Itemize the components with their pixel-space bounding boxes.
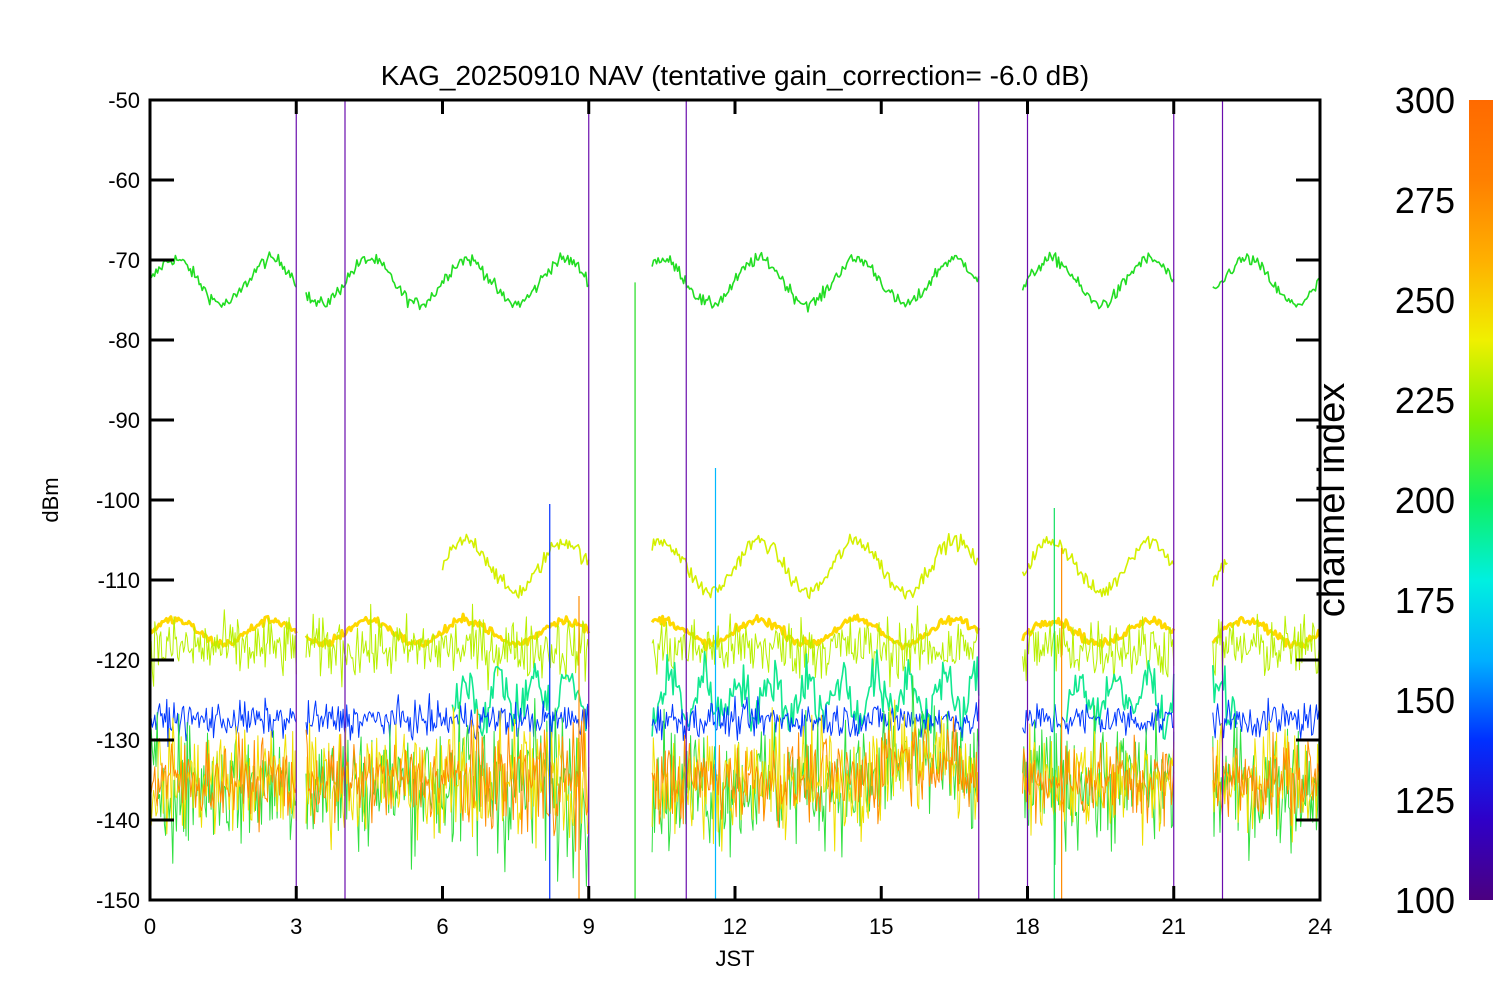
series-strong-nav-signal	[150, 251, 1320, 313]
series-segment	[651, 649, 980, 742]
series-segment	[1212, 558, 1228, 587]
series-segment	[651, 532, 980, 600]
series-segment	[305, 693, 590, 741]
series-segment	[1065, 659, 1175, 740]
series-segment	[150, 732, 297, 833]
y-tick-label: -80	[108, 328, 140, 353]
y-tick-label: -110	[98, 568, 140, 593]
series-segment	[305, 707, 590, 851]
series-segment	[451, 662, 590, 740]
x-tick-label: 0	[144, 914, 156, 939]
series-segment	[651, 695, 980, 745]
x-axis-label: JST	[715, 946, 754, 971]
series-segment	[304, 612, 591, 649]
x-tick-label: 18	[1015, 914, 1039, 939]
series-segment	[150, 717, 297, 835]
colorbar-tick-label: 225	[1395, 380, 1455, 421]
y-tick-label: -150	[96, 888, 140, 913]
colorbar-tick-label: 150	[1395, 680, 1455, 721]
y-tick-label: -50	[108, 88, 140, 113]
series-fluctuating-signals	[451, 649, 1238, 742]
series-segment	[1212, 665, 1238, 726]
series-segment	[651, 716, 980, 828]
spikes	[295, 100, 1224, 900]
colorbar-tick-label: 100	[1395, 880, 1455, 921]
y-tick-label: -70	[108, 248, 140, 273]
x-tick-label: 21	[1162, 914, 1186, 939]
series-segment	[651, 251, 980, 313]
y-tick-label: -100	[96, 488, 140, 513]
x-tick-label: 3	[290, 914, 302, 939]
x-tick-label: 15	[869, 914, 893, 939]
colorbar-tick-label: 250	[1395, 280, 1455, 321]
series-segment	[651, 605, 980, 688]
y-tick-label: -130	[96, 728, 140, 753]
series-segment	[1212, 253, 1320, 308]
series-segment	[1021, 535, 1175, 598]
series-segment	[1212, 731, 1320, 826]
x-tick-label: 12	[723, 914, 747, 939]
y-tick-label: -140	[96, 808, 140, 833]
series-segment	[1021, 615, 1176, 649]
x-tick-label: 6	[436, 914, 448, 939]
colorbar-tick-label: 300	[1395, 80, 1455, 121]
colorbar-tick-label: 175	[1395, 580, 1455, 621]
x-axis-ticks: 0 3 6 9 12 15 18 21 24	[144, 100, 1332, 939]
colorbar-tick-label: 275	[1395, 180, 1455, 221]
y-axis-ticks: -50 -60 -70 -80 -90 -100 -110 -120 -130 -140 -150	[96, 88, 1320, 913]
series-segment	[305, 252, 590, 311]
colorbar-label: channel index	[1311, 383, 1353, 618]
series-segment	[305, 708, 590, 852]
colorbar	[1469, 100, 1493, 900]
series-mid-nav-signal	[441, 532, 1228, 600]
series-segment	[1211, 615, 1320, 650]
series-segment	[305, 603, 590, 691]
series-segment	[1212, 613, 1320, 676]
series-segment	[1021, 251, 1175, 310]
x-tick-label: 24	[1308, 914, 1332, 939]
series-segment	[150, 609, 297, 687]
colorbar-ticks: 100 125 150 175 200 225 250 275 300	[1395, 80, 1455, 921]
series-segment	[1022, 734, 1175, 827]
plot-area	[150, 100, 1320, 900]
y-tick-label: -120	[96, 648, 140, 673]
series-segment	[1022, 702, 1175, 736]
series-segment	[150, 697, 297, 748]
series-segment	[1022, 705, 1175, 865]
series-noise-floor-orange-	[150, 708, 1320, 852]
series-segment	[1212, 697, 1320, 739]
series-segment	[441, 533, 590, 599]
colorbar-tick-label: 125	[1395, 780, 1455, 821]
y-axis-label: dBm	[38, 477, 63, 522]
series-scattered-low-channels	[150, 693, 1320, 748]
series-segment	[150, 251, 297, 308]
x-tick-label: 9	[583, 914, 595, 939]
y-tick-label: -60	[108, 168, 140, 193]
colorbar-tick-label: 200	[1395, 480, 1455, 521]
chart-title: KAG_20250910 NAV (tentative gain_correct…	[381, 60, 1089, 91]
y-tick-label: -90	[108, 408, 140, 433]
